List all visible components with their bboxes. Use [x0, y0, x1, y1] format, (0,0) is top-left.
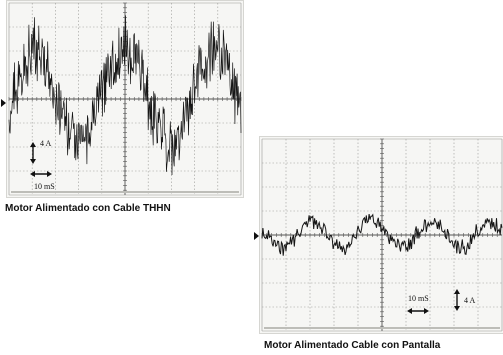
ground-marker [1, 99, 6, 107]
status-strip [11, 191, 239, 193]
scale-indicator: 4 A 10 mS [30, 139, 55, 191]
waveform-trace [8, 15, 242, 176]
time-scale-label: 10 mS [34, 182, 55, 191]
arrowheads [407, 308, 429, 314]
ground-marker [254, 232, 259, 240]
arrowheads [454, 289, 460, 311]
oscilloscope-trace-thhn: 4 A 10 mS [6, 0, 244, 198]
oscilloscope-plot: 4 A 10 mS [261, 138, 503, 332]
chart-caption: Motor Alimentado con Cable THHN [5, 203, 171, 214]
current-scale-label: 4 A [40, 139, 52, 148]
arrowheads [30, 171, 52, 177]
time-scale-label: 10 mS [408, 294, 429, 303]
status-strip [264, 327, 500, 329]
scale-indicator: 4 A 10 mS [407, 289, 476, 314]
oscilloscope-plot: 4 A 10 mS [8, 2, 242, 196]
current-scale-label: 4 A [464, 296, 476, 305]
waveform-trace [261, 213, 503, 256]
oscilloscope-trace-shielded: 4 A 10 mS [259, 136, 503, 334]
arrowheads [30, 142, 36, 164]
chart-caption: Motor Alimentado Cable con Pantalla [264, 340, 441, 351]
